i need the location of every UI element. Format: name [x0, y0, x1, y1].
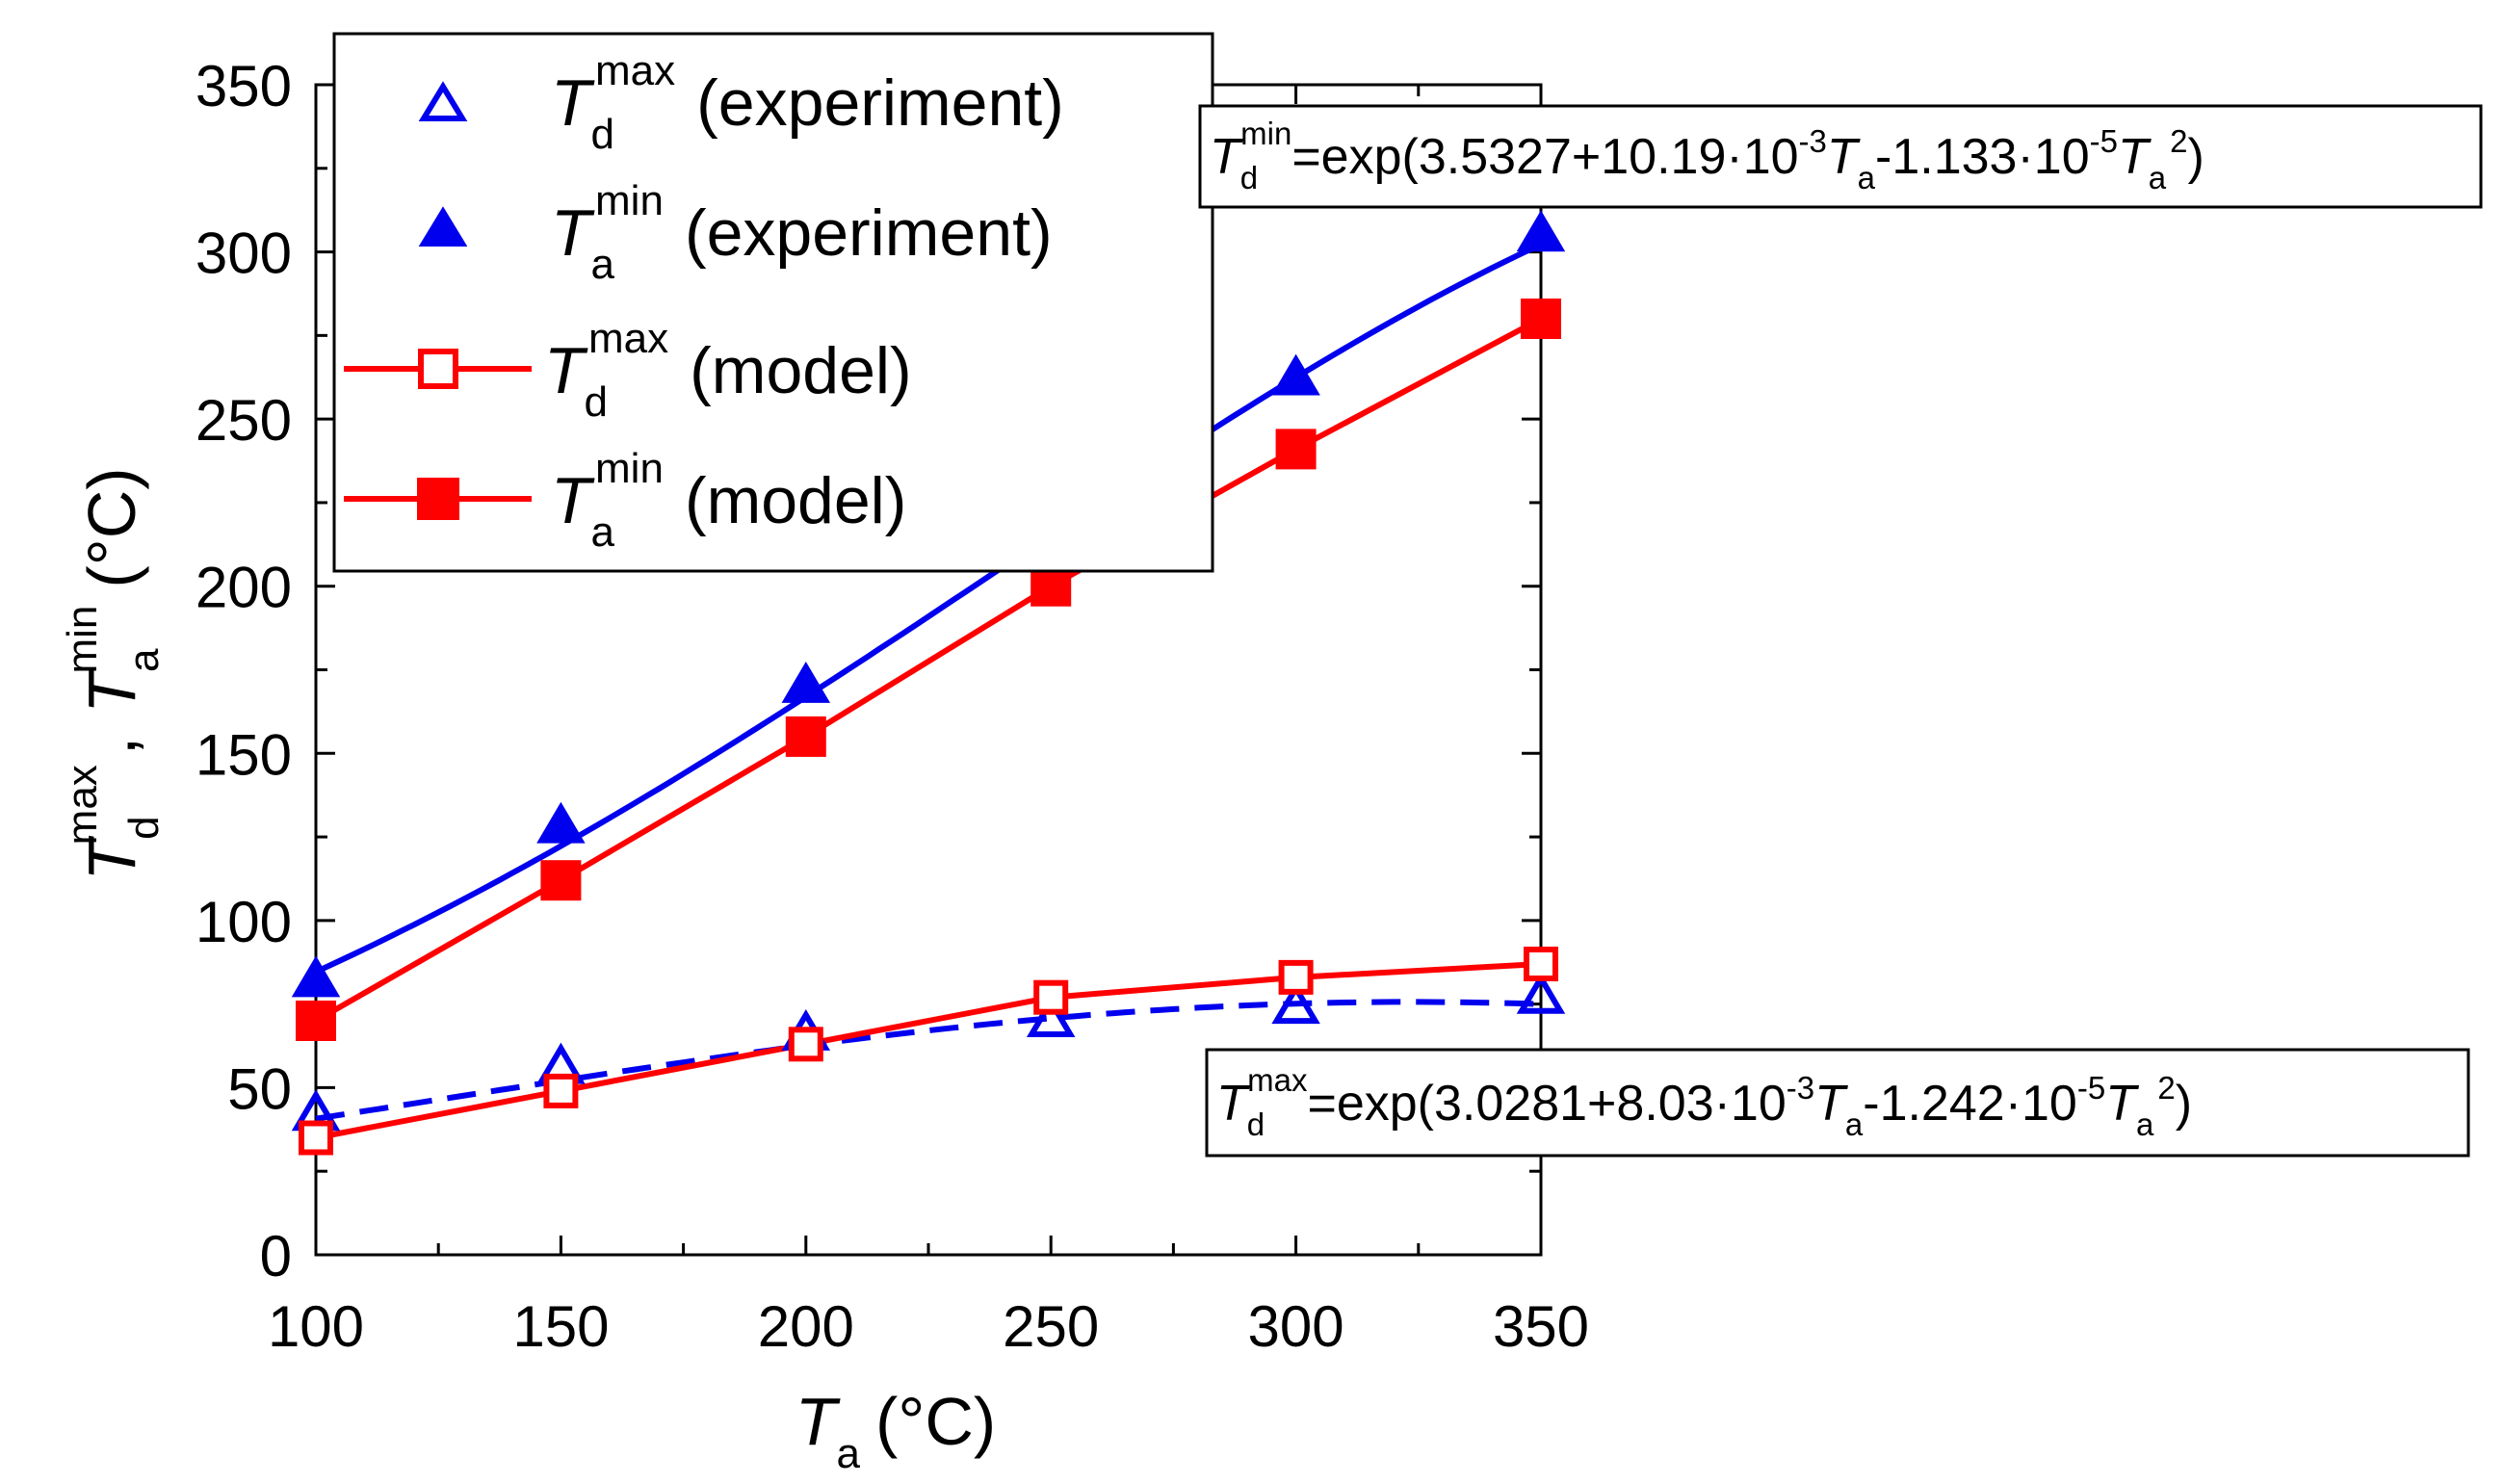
fit-equation-top: Tdmin=exp(3.5327+10.19·10-3Ta-1.133·10-5… [1198, 104, 2483, 209]
series-markers [291, 210, 1566, 1156]
legend-entry-ta-model: Tamin (model) [344, 445, 906, 556]
fit-curve-ta_fit [314, 241, 1543, 975]
fit-curve-td_fit [315, 999, 1542, 1122]
marker-ta_model [785, 716, 826, 757]
marker-ta_exp [536, 801, 586, 844]
legend-label-ta-model: Tamin (model) [551, 445, 906, 556]
legend-marker-triangle-open [418, 81, 468, 121]
marker-ta_exp [291, 955, 341, 998]
fit-lines [314, 241, 1543, 1122]
legend-entry-td-model: Tdmax (model) [344, 315, 912, 426]
y-tick-label: 200 [196, 556, 292, 620]
legend-marker-triangle-filled [418, 206, 468, 247]
fit-equation-bottom: Tdmax=exp(3.0281+8.03·10-3Ta-1.242·10-5T… [1205, 1048, 2470, 1158]
marker-td_exp [1516, 972, 1566, 1014]
x-tick-label: 350 [1493, 1294, 1589, 1359]
legend-marker-square-filled [417, 478, 459, 520]
equation-box-bottom [1205, 1048, 2470, 1158]
marker-ta_exp [781, 661, 831, 703]
y-tick-label: 300 [196, 221, 292, 286]
y-tick-label: 50 [227, 1056, 292, 1121]
equation-box-top [1198, 104, 2483, 209]
legend: Tdmax (experiment) Tamin (experiment) Tdma… [332, 32, 1214, 573]
marker-td_exp [1271, 982, 1320, 1025]
legend-entry-ta-experiment: Tamin (experiment) [418, 177, 1053, 288]
legend-label-td-experiment: Tdmax (experiment) [551, 47, 1064, 158]
x-tick-label: 150 [512, 1294, 609, 1359]
x-tick-label: 250 [1003, 1294, 1099, 1359]
marker-ta_model [1030, 565, 1072, 607]
marker-td_exp [1026, 996, 1076, 1037]
series-lines [314, 316, 1543, 1141]
marker-td_model [1524, 946, 1558, 981]
y-tick-label: 0 [260, 1224, 292, 1289]
y-tick-label: 350 [196, 54, 292, 118]
tick-labels: 100 150 200 250 300 350 0 50 100 150 200 250 300 350 [196, 54, 1589, 1359]
equation-text-bottom: Tdmax=exp(3.0281+8.03·10-3Ta-1.242·10-5T… [1216, 1062, 2192, 1142]
marker-ta_exp [1271, 353, 1320, 396]
marker-ta_exp [1516, 210, 1566, 252]
y-axis-title: Tdmax,Tamin(°C) [59, 467, 168, 880]
y-tick-label: 100 [196, 890, 292, 954]
legend-box [332, 32, 1214, 573]
marker-td_model [1033, 979, 1069, 1015]
marker-td_model [543, 1073, 579, 1108]
marker-ta_model [1275, 429, 1317, 470]
marker-td_model [788, 1027, 823, 1062]
series-line-td_model [315, 961, 1542, 1141]
equation-text-top: Tdmin=exp(3.5327+10.19·10-3Ta-1.133·10-5… [1210, 116, 2204, 195]
legend-entry-td-experiment: Tdmax (experiment) [418, 47, 1064, 158]
marker-td_model [299, 1120, 333, 1156]
x-tick-label: 100 [268, 1294, 364, 1359]
marker-ta_model [540, 860, 582, 901]
legend-marker-square-open [418, 349, 458, 389]
legend-label-td-model: Tdmax (model) [544, 315, 912, 426]
marker-td_model [1278, 959, 1314, 995]
y-tick-label: 150 [196, 722, 292, 787]
x-tick-label: 300 [1248, 1294, 1344, 1359]
series-line-ta_model [314, 316, 1543, 1024]
marker-ta_model [296, 1001, 336, 1041]
x-axis-title: Ta (°C) [796, 1384, 996, 1477]
marker-ta_model [1521, 299, 1561, 339]
y-tick-label: 250 [196, 388, 292, 453]
legend-label-ta-experiment: Tamin (experiment) [551, 177, 1053, 288]
x-tick-label: 200 [758, 1294, 854, 1359]
